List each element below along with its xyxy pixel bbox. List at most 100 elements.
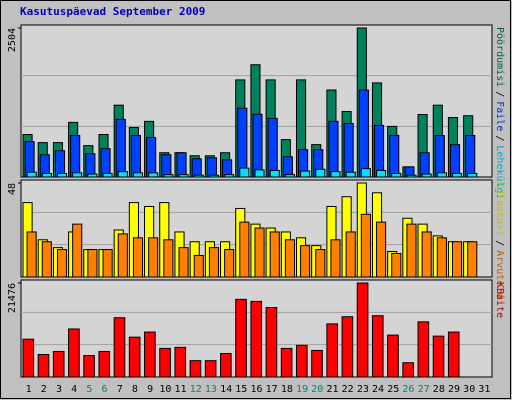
bar bbox=[163, 174, 174, 178]
x-tick-label: 24 bbox=[372, 384, 384, 395]
bar bbox=[100, 148, 111, 178]
bar bbox=[130, 135, 142, 178]
y-tick-label: 21476 bbox=[7, 283, 18, 313]
bar bbox=[391, 253, 402, 278]
bar bbox=[360, 213, 371, 278]
legend-entry: Külastusi bbox=[494, 182, 505, 236]
bar bbox=[132, 172, 144, 178]
bar bbox=[22, 338, 35, 378]
x-tick-label: 4 bbox=[71, 384, 77, 395]
bar bbox=[356, 282, 369, 378]
bar bbox=[465, 135, 476, 178]
legend: KBaite bbox=[494, 282, 505, 318]
bar bbox=[189, 360, 202, 378]
bar bbox=[406, 223, 417, 278]
bar bbox=[174, 346, 187, 378]
bar bbox=[117, 233, 128, 278]
x-tick-label: 9 bbox=[147, 384, 153, 395]
x-tick-label: 31 bbox=[478, 384, 490, 395]
bar bbox=[161, 154, 172, 178]
bar bbox=[87, 249, 98, 278]
bar bbox=[56, 172, 68, 178]
bar bbox=[284, 239, 295, 278]
x-tick-label: 2 bbox=[41, 384, 47, 395]
bar bbox=[389, 134, 400, 178]
bar bbox=[70, 135, 81, 178]
x-tick-label: 28 bbox=[433, 384, 445, 395]
x-tick-label: 29 bbox=[448, 384, 460, 395]
bar bbox=[193, 254, 204, 278]
bar bbox=[41, 241, 52, 278]
legend-entry: Pöördumisi bbox=[494, 27, 505, 87]
bar bbox=[204, 360, 217, 378]
bar bbox=[451, 241, 463, 278]
bar bbox=[115, 118, 126, 178]
x-tick-label: 8 bbox=[132, 384, 138, 395]
chart-title: Kasutuspäevad September 2009 bbox=[20, 5, 205, 18]
bar bbox=[224, 249, 235, 278]
x-tick-label: 10 bbox=[159, 384, 171, 395]
x-tick-label: 23 bbox=[357, 384, 369, 395]
bar bbox=[391, 172, 402, 178]
bar bbox=[237, 107, 248, 178]
bar bbox=[250, 300, 263, 378]
bar bbox=[417, 321, 430, 378]
x-tick-label: 21 bbox=[326, 384, 338, 395]
bar bbox=[345, 231, 356, 278]
bar bbox=[436, 237, 447, 278]
bar bbox=[163, 239, 174, 278]
x-tick-label: 25 bbox=[387, 384, 399, 395]
bar bbox=[376, 221, 387, 278]
bar bbox=[280, 347, 293, 378]
x-tick-label: 26 bbox=[402, 384, 414, 395]
bar bbox=[220, 353, 232, 378]
bar bbox=[178, 174, 189, 178]
bar bbox=[421, 173, 432, 178]
bar bbox=[52, 350, 65, 378]
bar bbox=[330, 171, 341, 178]
bar bbox=[436, 172, 447, 178]
bar bbox=[449, 144, 461, 178]
legend-entry: Lehekülgi bbox=[494, 145, 505, 199]
bar bbox=[148, 237, 159, 278]
bar bbox=[102, 172, 113, 178]
legend-entry: KBaite bbox=[494, 282, 505, 318]
bar bbox=[224, 174, 235, 178]
bar bbox=[467, 172, 478, 178]
bar bbox=[326, 323, 339, 378]
bar bbox=[300, 170, 311, 178]
bar bbox=[41, 172, 52, 178]
bar bbox=[144, 331, 156, 378]
bar bbox=[284, 174, 295, 178]
bar bbox=[239, 221, 250, 278]
bar bbox=[191, 158, 202, 178]
x-tick-label: 15 bbox=[235, 384, 247, 395]
x-tick-label: 18 bbox=[281, 384, 293, 395]
bar bbox=[252, 113, 263, 178]
bar bbox=[193, 174, 204, 178]
x-tick-label: 11 bbox=[175, 384, 187, 395]
bar bbox=[419, 152, 430, 178]
x-tick-label: 27 bbox=[418, 384, 430, 395]
x-tick-label: 12 bbox=[190, 384, 202, 395]
bar bbox=[208, 174, 220, 178]
x-tick-label: 22 bbox=[342, 384, 354, 395]
x-tick-label: 6 bbox=[102, 384, 108, 395]
bar bbox=[239, 167, 250, 178]
bar bbox=[83, 355, 95, 378]
bar bbox=[146, 137, 157, 178]
bar bbox=[358, 89, 369, 178]
y-tick-label: 2504 bbox=[7, 28, 18, 52]
bar bbox=[72, 172, 83, 178]
bar bbox=[72, 223, 83, 278]
bar bbox=[24, 141, 35, 178]
bar bbox=[85, 153, 96, 178]
bar bbox=[269, 231, 280, 278]
bar bbox=[159, 347, 171, 378]
bar bbox=[132, 237, 144, 278]
bar bbox=[267, 117, 278, 178]
bar bbox=[311, 349, 323, 378]
x-tick-label: 3 bbox=[56, 384, 62, 395]
bar bbox=[360, 168, 371, 178]
